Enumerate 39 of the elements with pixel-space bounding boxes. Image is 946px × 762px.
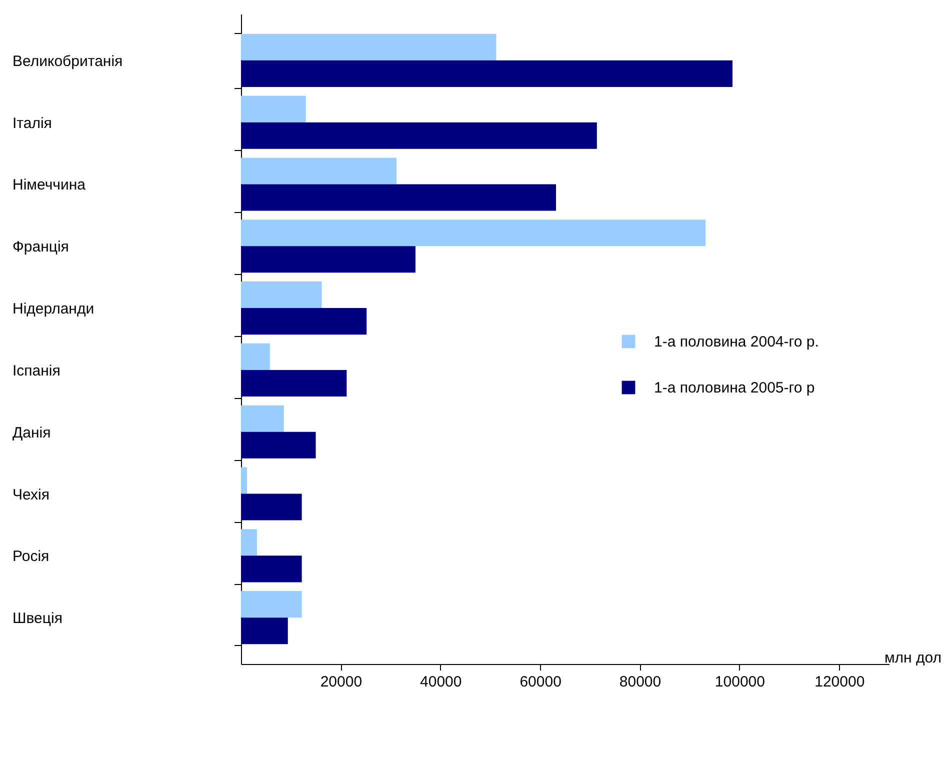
bar	[241, 184, 556, 211]
x-tick-label: 40000	[420, 674, 462, 690]
x-tick-label: 100000	[714, 674, 765, 690]
x-tick-label: 20000	[320, 674, 362, 690]
bar	[241, 34, 496, 60]
y-tick-label: Швеція	[12, 610, 62, 628]
x-tick-label: 80000	[619, 674, 662, 690]
x-tick-label: 120000	[814, 674, 865, 690]
y-tick-label: Нідерланди	[12, 300, 94, 318]
x-axis-title: млн дол	[884, 650, 942, 666]
bar	[241, 529, 257, 556]
bar	[241, 96, 306, 122]
bar	[241, 246, 416, 273]
bar	[241, 220, 706, 246]
y-tick-label: Іспанія	[12, 362, 60, 380]
bar	[241, 343, 270, 370]
y-tick-label: Італія	[12, 114, 52, 132]
y-tick-label: Росія	[12, 548, 50, 566]
y-tick-label: Чехія	[12, 486, 50, 504]
bar	[241, 618, 288, 644]
bar	[241, 158, 397, 184]
bar	[241, 556, 302, 582]
y-tick-label: Великобританія	[12, 52, 123, 70]
bar	[241, 591, 302, 618]
bar	[241, 405, 284, 432]
bar	[241, 122, 597, 149]
y-tick-label: Франція	[12, 238, 69, 256]
bar	[241, 494, 302, 520]
bar	[241, 370, 347, 396]
bar	[241, 467, 247, 494]
bar	[241, 60, 732, 87]
legend-label: 1-а половина 2005-го р	[654, 380, 815, 396]
bar	[241, 432, 316, 458]
legend-label: 1-а половина 2004-го р.	[654, 334, 819, 350]
bar	[241, 308, 367, 335]
y-tick-label: Німеччина	[12, 176, 86, 194]
x-tick-label: 60000	[520, 674, 562, 690]
y-tick-label: Данія	[12, 424, 51, 442]
bar	[241, 282, 322, 308]
